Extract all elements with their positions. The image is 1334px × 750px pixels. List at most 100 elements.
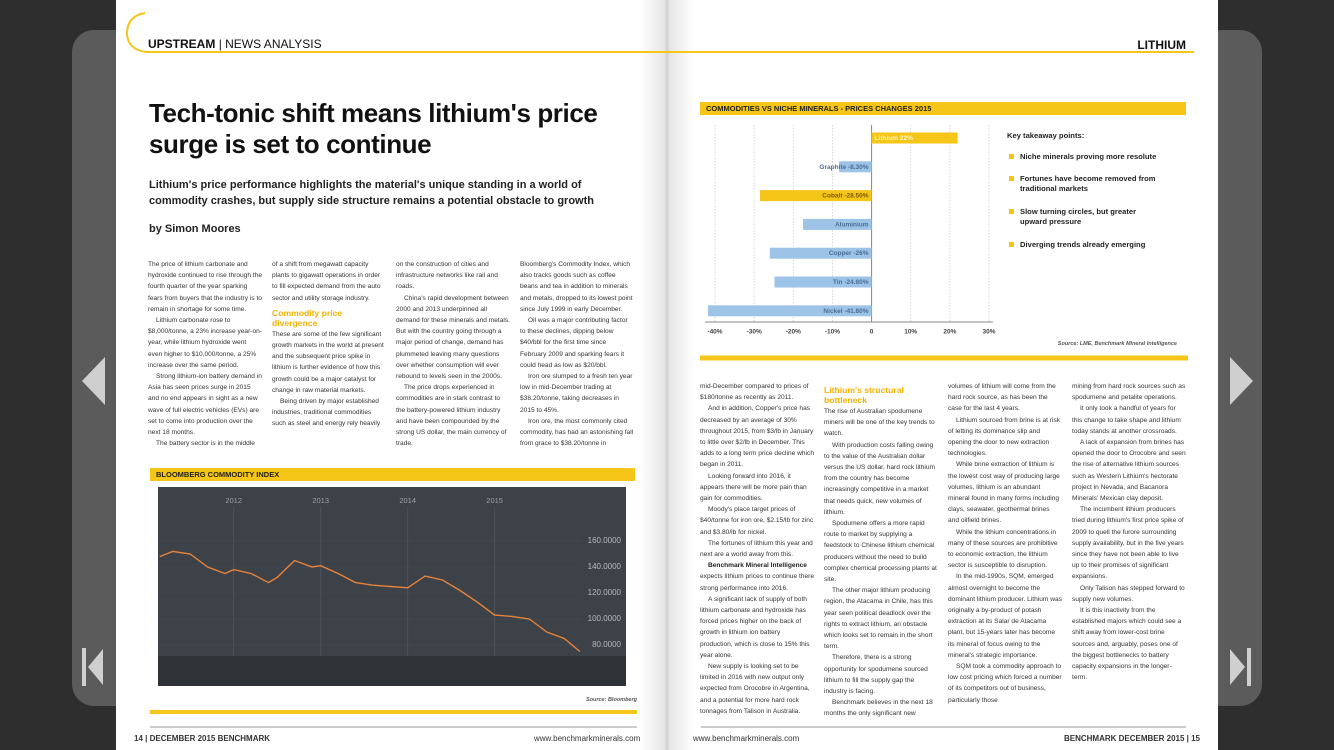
paragraph-text: Moody's place target prices of $40/tonne… — [700, 506, 814, 536]
paragraph: Lithium carbonate rose to $8,000/tonne, … — [148, 315, 262, 371]
bullet — [1009, 176, 1014, 181]
page-fold — [640, 0, 694, 750]
standfirst-line: commodity crashes, but supply side struc… — [149, 194, 594, 207]
takeaway-text: Niche minerals proving more resolute — [1020, 152, 1157, 161]
first-page-button[interactable] — [82, 648, 103, 686]
paragraph: The battery sector is in the middle — [148, 438, 262, 449]
topic-header: LITHIUM — [1137, 38, 1186, 52]
category-label: Nickel — [823, 308, 842, 315]
paragraph: Being driven by major established indust… — [272, 396, 386, 430]
paragraph-text: of a shift from megawatt capacity plants… — [272, 261, 381, 302]
paragraph: The price drops experienced in commoditi… — [396, 382, 510, 449]
takeaway-item: Fortunes have become removed from tradit… — [1007, 174, 1160, 194]
x-tick-label: 2015 — [486, 496, 503, 505]
paragraph-text: Looking forward into 2016, it appears th… — [700, 472, 807, 503]
paragraph: It is this inactivity from the establish… — [1072, 605, 1186, 683]
bar-label: Tin -24.80% — [833, 279, 869, 286]
category-label: Aluminium — [835, 221, 869, 228]
takeaway-item: Niche minerals proving more resolute — [1007, 152, 1160, 162]
paragraph: Therefore, there is a strong opportunity… — [824, 652, 938, 697]
paragraph: Benchmark Mineral Intelligence expects l… — [700, 560, 814, 594]
y-tick-label: 80.0000 — [592, 640, 621, 649]
paragraph: China's rapid development between 2000 a… — [396, 293, 510, 383]
bar — [839, 161, 872, 173]
category-label: Cobalt — [822, 192, 843, 199]
paragraph-text: Only Talison has stepped forward to supp… — [1072, 584, 1185, 603]
bar — [769, 247, 872, 259]
paragraph-text: SQM took a commodity approach to low cos… — [948, 663, 1062, 704]
paragraph-text: Oil was a major contributing factor to t… — [520, 317, 628, 369]
text-column: on the construction of cities and infras… — [396, 259, 510, 449]
paragraph-text: While the lithium concentrations in many… — [948, 528, 1058, 570]
text-column: mid-December compared to prices of $180/… — [700, 381, 814, 717]
takeaways-title: Key takeaway points: — [1007, 131, 1085, 140]
price-line — [159, 550, 581, 653]
next-page-button[interactable] — [1230, 357, 1253, 405]
paragraph: In the mid-1990s, SQM, emerged almost ov… — [948, 571, 1062, 661]
value-label: -26% — [853, 250, 868, 257]
x-tick-label: -30% — [747, 329, 762, 336]
bar-label: Lithium 22% — [875, 135, 914, 142]
header-curve — [125, 12, 148, 53]
bar — [760, 190, 872, 202]
chart-title: BLOOMBERG COMMODITY INDEX — [156, 470, 280, 479]
x-tick-label: 2012 — [225, 496, 242, 505]
paragraph-text: With production costs falling owing to t… — [824, 441, 936, 516]
paragraph: With production costs falling owing to t… — [824, 440, 938, 518]
bullet — [1009, 242, 1014, 247]
paragraph: Strong lithium-ion battery demand in Asi… — [148, 371, 262, 438]
paragraph-text: And in addition, Copper's price has decr… — [700, 405, 814, 469]
paragraph: Looking forward into 2016, it appears th… — [700, 471, 814, 505]
footer-url: www.benchmarkminerals.com — [693, 734, 800, 743]
paragraph: A significant lack of supply of both lit… — [700, 594, 814, 661]
paragraph: Oil was a major contributing factor to t… — [520, 315, 634, 371]
standfirst-line: Lithium's price performance highlights t… — [149, 179, 582, 191]
paragraph: The other major lithium producing region… — [824, 585, 938, 652]
takeaways-list: Niche minerals proving more resolute Fort… — [1007, 152, 1167, 263]
paragraph: mining from hard rock sources such as sp… — [1072, 381, 1186, 403]
y-tick-label: 160.0000 — [588, 536, 622, 545]
paragraph-text: A significant lack of supply of both lit… — [700, 595, 810, 659]
takeaway-text: Fortunes have become removed from tradit… — [1020, 174, 1156, 193]
text-column: The price of lithium carbonate and hydro… — [148, 259, 262, 449]
paragraph: Lithium sourced from brine is at risk of… — [948, 415, 1062, 460]
x-tick-label: -10% — [825, 329, 840, 336]
paragraph: And in addition, Copper's price has decr… — [700, 403, 814, 470]
x-tick-label: 30% — [982, 329, 995, 336]
byline: by Simon Moores — [149, 223, 241, 235]
chart-footer-strip — [158, 656, 626, 686]
value-label: -41.80% — [844, 308, 868, 315]
bar — [707, 305, 872, 317]
section-header: UPSTREAM | NEWS ANALYSIS — [148, 37, 322, 51]
paragraph-text: Benchmark believes in the next 18 months… — [824, 699, 933, 718]
paragraph: The fortunes of lithium this year and ne… — [700, 538, 814, 560]
last-page-button[interactable] — [1230, 648, 1251, 686]
text-column: volumes of lithium will come from the ha… — [948, 381, 1062, 706]
paragraph-text: Therefore, there is a strong opportunity… — [824, 654, 928, 696]
bar-label: Aluminium — [835, 221, 869, 228]
takeaway-item: Diverging trends already emerging — [1007, 240, 1160, 250]
paragraph: The rise of Australian spodumene miners … — [824, 406, 938, 440]
paragraph: Iron ore slumped to a fresh ten year low… — [520, 371, 634, 416]
paragraph-text: The price drops experienced in commoditi… — [396, 384, 507, 448]
x-tick-label: 20% — [943, 329, 956, 336]
paragraph: These are some of the few significant gr… — [272, 329, 386, 396]
paragraph-text: Being driven by major established indust… — [272, 398, 381, 428]
paragraph-text: Iron ore, the most commonly cited commod… — [520, 417, 634, 448]
prev-page-button[interactable] — [82, 357, 105, 405]
bar — [803, 218, 872, 230]
y-tick-label: 140.0000 — [588, 562, 622, 571]
subhead: Commodity price divergence — [272, 307, 343, 328]
paragraph-text: In the mid-1990s, SQM, emerged almost ov… — [948, 573, 1062, 659]
value-label: -24.80% — [844, 279, 868, 286]
chart-title-bar — [150, 468, 635, 481]
paragraph: A lack of expansion from brines has open… — [1072, 437, 1186, 504]
paragraph-text: A lack of expansion from brines has open… — [1072, 439, 1186, 503]
value-label: -28.50% — [844, 192, 868, 199]
paragraph: mid-December compared to prices of $180/… — [700, 381, 814, 403]
paragraph-text: These are some of the few significant gr… — [272, 330, 384, 394]
bar — [774, 276, 872, 288]
paragraph: While the lithium concentrations in many… — [948, 527, 1062, 572]
lead-in: Benchmark Mineral Intelligence — [708, 562, 807, 570]
